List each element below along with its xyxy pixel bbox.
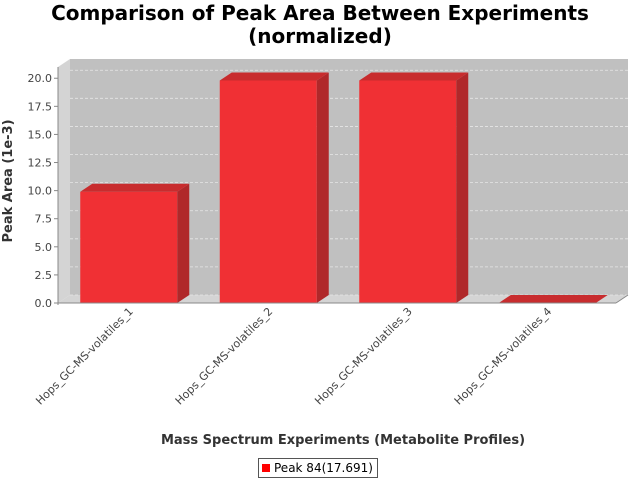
plot-left-wall xyxy=(58,59,70,303)
y-tick-label: 7.5 xyxy=(35,213,53,226)
bar-top xyxy=(80,183,190,192)
bar-side xyxy=(316,72,329,303)
y-tick-label: 20.0 xyxy=(28,72,53,85)
bar-top xyxy=(498,295,608,303)
legend: Peak 84(17.691) xyxy=(258,458,378,478)
legend-swatch xyxy=(262,464,270,472)
x-tick-labels: Hops_GC-MS-volatiles_1 Hops_GC-MS-volatil… xyxy=(33,305,554,408)
chart-subtitle-line: (normalized) xyxy=(248,24,392,48)
x-tick-label: Hops_GC-MS-volatiles_2 xyxy=(173,305,276,408)
bar xyxy=(80,183,190,303)
y-tick-label: 0.0 xyxy=(35,297,53,310)
chart-title-line: Comparison of Peak Area Between Experime… xyxy=(51,1,589,25)
legend-label: Peak 84(17.691) xyxy=(274,461,373,475)
bar-front xyxy=(80,191,178,303)
y-tick-labels: 0.0 2.5 5.0 7.5 10.0 12.5 15.0 17.5 20.0 xyxy=(28,72,58,310)
y-tick-label: 12.5 xyxy=(28,157,53,170)
x-axis-label: Mass Spectrum Experiments (Metabolite Pr… xyxy=(161,433,525,448)
bar-side xyxy=(456,72,469,303)
x-tick-label: Hops_GC-MS-volatiles_4 xyxy=(452,305,555,408)
y-tick-label: 2.5 xyxy=(35,269,53,282)
bar-top xyxy=(359,72,469,81)
x-tick-label: Hops_GC-MS-volatiles_3 xyxy=(312,305,415,408)
y-tick-label: 15.0 xyxy=(28,128,53,141)
y-tick-label: 17.5 xyxy=(28,100,53,113)
y-tick-label: 10.0 xyxy=(28,185,53,198)
bar-top xyxy=(219,72,329,81)
plot-floor xyxy=(58,295,628,303)
x-tick-label: Hops_GC-MS-volatiles_1 xyxy=(33,305,136,408)
bar-front xyxy=(219,80,317,303)
bar xyxy=(219,72,329,303)
y-tick-label: 5.0 xyxy=(35,241,53,254)
y-axis-label: Peak Area (1e-3) xyxy=(1,119,16,242)
bar-front xyxy=(359,80,457,303)
bars xyxy=(80,72,608,303)
chart-title: Comparison of Peak Area Between Experime… xyxy=(0,2,640,48)
bar xyxy=(359,72,469,303)
bar-side xyxy=(177,183,190,303)
bar xyxy=(498,295,608,303)
x-axis-depth-line xyxy=(615,294,629,304)
